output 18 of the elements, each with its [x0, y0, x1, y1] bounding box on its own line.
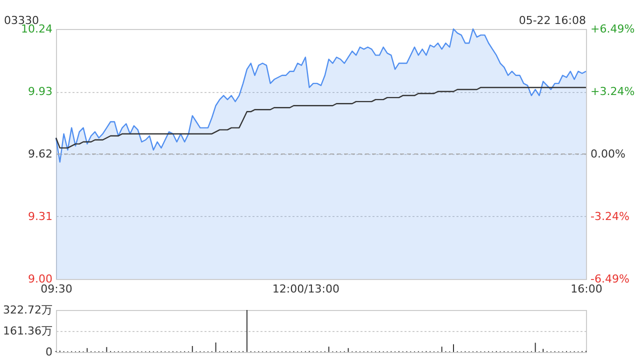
y2-tick-label: 0.00%: [590, 148, 626, 160]
y-tick-label: 9.31: [28, 210, 52, 223]
x-tick-label: 16:00: [570, 282, 602, 296]
y2-tick-label: +3.24%: [590, 85, 635, 98]
x-tick-label: 09:30: [40, 282, 72, 296]
y-tick-label: 322.72万: [3, 304, 52, 316]
text: 05-22 16:08: [518, 14, 586, 27]
y-tick-label: 9.93: [28, 85, 52, 98]
line-series: [55, 86, 587, 149]
y-tick-label: 10.24: [21, 22, 52, 36]
y2-tick-label: -6.49%: [590, 272, 630, 286]
y2-tick-label: +6.49%: [590, 22, 635, 36]
x-tick-label: 12:00/13:00: [272, 282, 340, 296]
y2-tick-label: -3.24%: [590, 210, 630, 223]
y-tick-label: 9.62: [28, 148, 52, 160]
y-tick-label: 0: [46, 346, 52, 358]
y-tick-label: 9.00: [28, 272, 52, 286]
y-tick-label: 161.36万: [3, 324, 52, 338]
